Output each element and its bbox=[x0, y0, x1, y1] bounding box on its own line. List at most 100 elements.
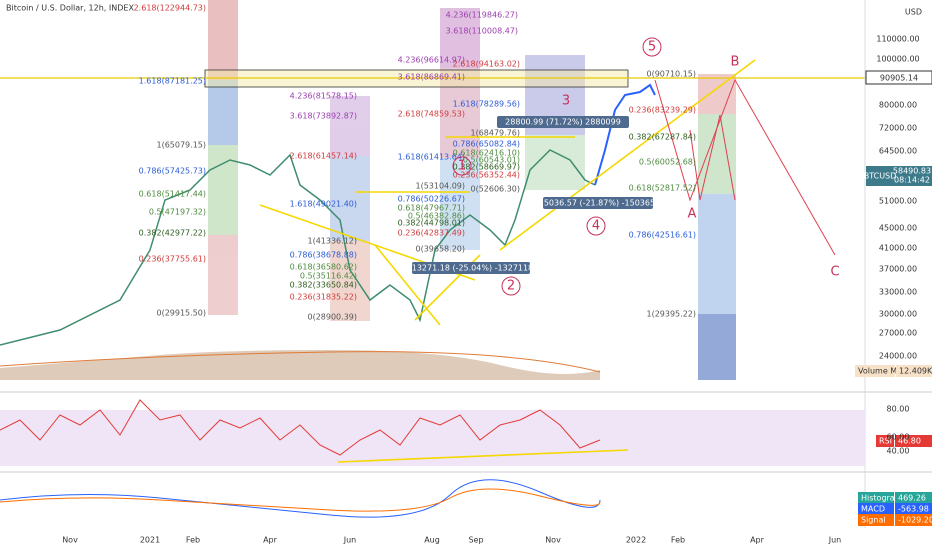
fib-label: 1(65079.15) bbox=[156, 141, 206, 150]
time-label: Feb bbox=[671, 536, 685, 545]
time-label: Jun bbox=[828, 536, 842, 545]
fib-label: 0.5(35116.42) bbox=[300, 272, 357, 281]
time-label: Nov bbox=[62, 536, 78, 545]
indicator-value: RSI bbox=[879, 437, 892, 446]
indicator-tag bbox=[895, 514, 932, 526]
price-tick: 30000.00 bbox=[879, 310, 917, 319]
indicator-value: 469.26 bbox=[898, 494, 926, 503]
wave-label: 1 bbox=[458, 159, 466, 174]
price-tick: 64500.00 bbox=[879, 147, 917, 156]
indicator-value: 46.80 bbox=[898, 437, 921, 446]
price-tick: 100000.00 bbox=[876, 55, 919, 64]
price-tick: 110000.00 bbox=[876, 35, 919, 44]
rsi-trendline bbox=[337, 449, 629, 463]
fib-label: 0.786(57425.73) bbox=[139, 167, 206, 176]
wave-label: 5 bbox=[648, 40, 656, 55]
indicator-tag bbox=[858, 514, 894, 526]
symbol-tag: 08:14:42 bbox=[894, 176, 930, 185]
fib-label: 0.382(67287.84) bbox=[629, 133, 696, 142]
price-tick: 51000.00 bbox=[879, 197, 917, 206]
measure-box bbox=[412, 262, 530, 274]
indicator-tag bbox=[895, 492, 932, 504]
fib-label: 1(68479.76) bbox=[470, 129, 520, 138]
fib-label: 0.236(56352.44) bbox=[453, 171, 520, 180]
fib-label: 0(29915.50) bbox=[156, 309, 206, 318]
indicator-tag bbox=[895, 503, 932, 515]
projection-line bbox=[594, 83, 656, 186]
indicator-value: -563.98 bbox=[898, 505, 929, 514]
fib-label: 0.382(58669.97) bbox=[453, 163, 520, 172]
time-label: Apr bbox=[750, 536, 765, 545]
time-label: Feb bbox=[186, 536, 200, 545]
fib-label: 1.618(49021.40) bbox=[290, 200, 357, 209]
fib-label: 0.236(37755.61) bbox=[139, 255, 206, 264]
rsi-band bbox=[0, 410, 865, 466]
fib-label: 2.618(74859.53) bbox=[398, 110, 465, 119]
indicator-tag bbox=[858, 492, 894, 504]
wave-paths bbox=[654, 78, 836, 256]
indicator-tag bbox=[896, 365, 932, 377]
fib-label: 0.236(83239.29) bbox=[629, 106, 696, 115]
price-tick: 45000.00 bbox=[879, 224, 917, 233]
price-tick: 41000.00 bbox=[879, 244, 917, 253]
time-label: Sep bbox=[468, 536, 483, 545]
price-tick: 72000.00 bbox=[879, 124, 917, 133]
rsi-tick: 40.00 bbox=[887, 447, 910, 456]
fib-label: 0.382(42977.22) bbox=[139, 229, 206, 238]
fib-label: 0.618(47967.71) bbox=[398, 204, 465, 213]
fib-label: 0(39658.20) bbox=[415, 245, 465, 254]
indicator-tag bbox=[895, 435, 932, 447]
indicator-value: 12.409K bbox=[899, 367, 932, 376]
fib-label: 0.5(46382.86) bbox=[408, 212, 465, 221]
fib-label: 1.618(87181.25) bbox=[139, 77, 206, 86]
indicator-value: Signal bbox=[861, 516, 886, 525]
last-price-box bbox=[865, 70, 932, 85]
time-axis bbox=[0, 528, 932, 550]
measure-label: -13271.18 (-25.04%) -1327118 bbox=[409, 264, 533, 273]
fib-label: 0.382(33650.84) bbox=[290, 281, 357, 290]
fib-label: 3.618(86869.41) bbox=[398, 73, 465, 82]
price-tick: 24000.00 bbox=[879, 352, 917, 361]
fib-label: 0.5(60543.01) bbox=[463, 156, 520, 165]
time-label: Aug bbox=[424, 536, 440, 545]
measure-label: -15036.57 (-21.87%) -1503657 bbox=[536, 199, 660, 208]
volume-ma bbox=[0, 351, 601, 373]
fib-label: 0(52606.30) bbox=[470, 185, 520, 194]
time-label: 2022 bbox=[626, 536, 646, 545]
wave-label: C bbox=[830, 265, 839, 280]
time-label: Jun bbox=[343, 536, 357, 545]
fib-label: 1.618(78289.56) bbox=[453, 100, 520, 109]
fib-label: 3.618(110008.47) bbox=[446, 27, 518, 36]
fib-label: 0.786(50226.67) bbox=[398, 195, 465, 204]
price-tick: 33000.00 bbox=[879, 288, 917, 297]
signal-line bbox=[0, 488, 601, 512]
fib-label: 2.618(122944.73) bbox=[134, 4, 206, 13]
measure-label: 28800.99 (71.72%) 2880099 bbox=[505, 118, 621, 127]
fib-label: 2.618(94163.02) bbox=[453, 60, 520, 69]
measure-box bbox=[497, 116, 629, 128]
measure-box bbox=[543, 197, 653, 209]
wave-circle bbox=[642, 37, 662, 57]
wave-circle bbox=[452, 156, 472, 176]
fib-label: 4.236(96614.97) bbox=[398, 56, 465, 65]
fib-label: 0.5(47197.32) bbox=[149, 208, 206, 217]
indicator-value: Volume MA bbox=[858, 367, 903, 376]
wave-circle bbox=[586, 216, 606, 236]
price-tick: 27000.00 bbox=[879, 329, 917, 338]
rsi-tick: 80.00 bbox=[887, 405, 910, 414]
wave-label: 3 bbox=[562, 94, 570, 109]
time-label: Apr bbox=[263, 536, 278, 545]
wave-label: 4 bbox=[592, 219, 600, 234]
fib-label: 1(29395.22) bbox=[646, 310, 696, 319]
fib-label: 0.786(42516.61) bbox=[629, 231, 696, 240]
wave-label: B bbox=[731, 55, 740, 70]
fib-label: 1(53104.09) bbox=[415, 182, 465, 191]
fib-label: 3.618(73892.87) bbox=[290, 112, 357, 121]
fib-label: 0.236(31835.22) bbox=[290, 293, 357, 302]
fib-label: 4.236(81578.15) bbox=[290, 92, 357, 101]
fib-label: 0.5(60052.68) bbox=[639, 158, 696, 167]
symbol-box bbox=[866, 166, 932, 186]
symbol-tag: 58490.83 bbox=[893, 167, 931, 176]
time-label: Nov bbox=[545, 536, 561, 545]
